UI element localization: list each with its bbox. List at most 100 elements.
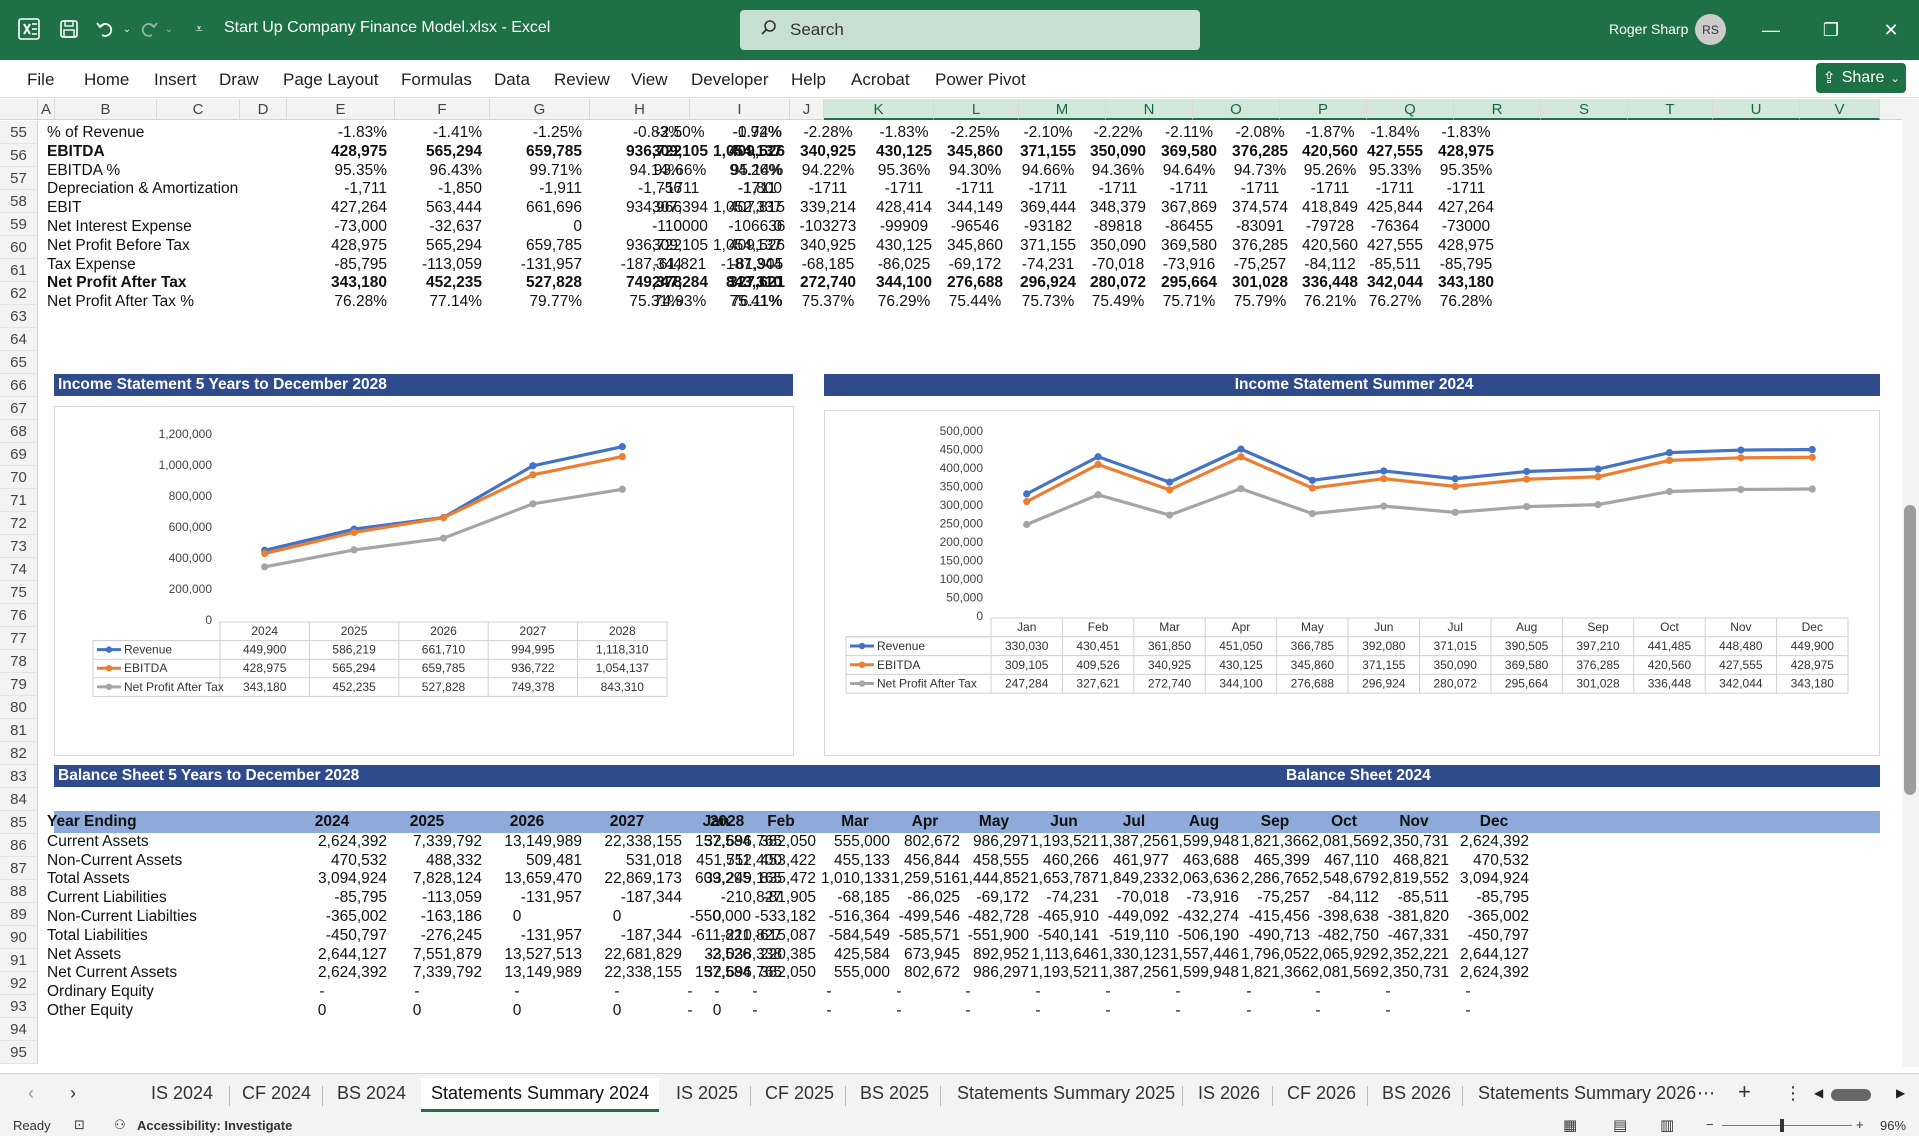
month-value-cell[interactable]: 95.35% [1439,161,1493,179]
year-value-cell[interactable]: 552,400 [725,851,782,869]
month-value-cell[interactable]: -89818 [1093,218,1143,235]
month-value-cell[interactable]: -69,172 [948,255,1002,273]
year-value-cell[interactable]: -131,957 [520,889,582,907]
year-value-cell[interactable]: 99.71% [529,161,582,179]
year-value-cell[interactable]: 22,869,173 [604,870,682,888]
year-value-cell[interactable]: -1,711 [344,180,387,198]
row-header[interactable]: 91 [0,949,38,972]
year-value-cell[interactable]: -73,000 [334,218,387,235]
month-value-cell[interactable]: 465,399 [1253,851,1310,869]
undo-icon[interactable] [92,16,118,42]
col-header-r[interactable]: R [1454,99,1541,120]
tab-statements-summary-2024[interactable]: Statements Summary 2024 [421,1078,660,1112]
month-value-cell[interactable]: - [965,1002,971,1019]
month-value-cell[interactable]: -75,257 [1233,255,1287,273]
month-value-cell[interactable]: 468,821 [1392,851,1449,869]
tab-cf-2025[interactable]: CF 2025 [765,1083,835,1103]
month-value-cell[interactable]: 276,688 [946,274,1004,292]
month-value-cell[interactable]: 428,975 [1437,236,1495,254]
month-value-cell[interactable]: -381,820 [1387,908,1449,925]
row-header[interactable]: 76 [0,604,38,627]
month-value-cell[interactable]: - [1465,1002,1471,1019]
year-value-cell[interactable]: 531,018 [625,851,682,869]
year-value-cell[interactable]: 13,149,989 [504,964,582,982]
row-header[interactable]: 77 [0,627,38,650]
month-value-cell[interactable]: 369,444 [1019,199,1077,217]
row-label[interactable]: % of Revenue [47,124,145,141]
month-value-cell[interactable]: 75.71% [1162,293,1216,311]
tab-statements-summary-2025[interactable]: Statements Summary 2025 [957,1083,1176,1103]
month-value-cell[interactable]: -2.08% [1235,124,1285,141]
col-header-p[interactable]: P [1280,99,1367,120]
row-header[interactable]: 94 [0,1018,38,1041]
row-header[interactable]: 89 [0,903,38,926]
year-value-cell[interactable]: 1,054,137 [713,236,782,254]
col-header-v[interactable]: V [1800,99,1880,120]
month-value-cell[interactable]: 1,796,052 [1241,945,1310,963]
month-value-cell[interactable]: 460,266 [1042,851,1099,869]
row-header[interactable]: 71 [0,489,38,512]
month-value-cell[interactable]: 555,000 [833,832,890,850]
month-value-cell[interactable]: 673,945 [903,945,960,963]
year-value-cell[interactable]: 33,038,338 [704,945,782,963]
year-value-cell[interactable]: -365,002 [325,908,387,925]
month-value-cell[interactable]: -76364 [1370,218,1420,235]
month-value-cell[interactable]: -533,182 [754,908,816,925]
year-value-cell[interactable]: -210,827 [720,889,782,907]
year-value-cell[interactable]: 32,696,765 [704,964,782,982]
minimize-icon[interactable]: — [1762,20,1780,40]
year-value-cell[interactable]: 79.77% [529,293,582,311]
row-header[interactable]: 59 [0,213,38,236]
balance-month-header[interactable]: Apr [911,813,939,830]
balance-month-header[interactable]: Jan [702,813,730,830]
year-value-cell[interactable]: 2,624,392 [318,964,387,982]
month-value-cell[interactable]: 2,548,679 [1310,870,1379,888]
year-value-cell[interactable]: 0 [712,908,722,925]
month-value-cell[interactable]: -73000 [1441,218,1491,235]
share-button[interactable]: ⇪ Share ⌄ [1816,63,1906,93]
scroll-left-icon[interactable]: ◀ [1814,1086,1824,1100]
row-header[interactable]: 74 [0,558,38,581]
balance-month-header[interactable]: Aug [1188,813,1220,830]
month-value-cell[interactable]: 374,574 [1231,199,1289,217]
menu-view[interactable]: View [631,70,668,89]
month-value-cell[interactable]: 75.79% [1233,293,1287,311]
chart-income-2024[interactable]: 0 50,000 100,000 150,000 200,000 250,000 300,0… [824,410,1880,756]
row-header[interactable]: 84 [0,788,38,811]
month-value-cell[interactable]: 247,284 [651,274,709,292]
month-value-cell[interactable]: 345,860 [946,142,1004,160]
month-value-cell[interactable]: -2,526 [707,945,751,963]
month-value-cell[interactable]: 892,952 [972,945,1029,963]
month-value-cell[interactable]: 1,387,256 [1100,832,1169,850]
month-value-cell[interactable]: 95.14% [730,161,784,179]
tab-is-2024[interactable]: IS 2024 [151,1083,214,1103]
month-value-cell[interactable]: 1,444,852 [960,870,1029,888]
balance-month-header[interactable]: May [978,813,1010,830]
month-value-cell[interactable]: -86,025 [907,889,960,907]
month-value-cell[interactable]: - [1035,983,1041,1001]
month-value-cell[interactable]: - [1035,1002,1041,1019]
month-value-cell[interactable]: -398,638 [1317,908,1379,925]
month-value-cell[interactable]: 1,330,123 [1100,945,1169,963]
menu-home[interactable]: Home [84,70,130,89]
row-header[interactable]: 87 [0,857,38,880]
month-value-cell[interactable]: 420,560 [1301,142,1359,160]
year-value-cell[interactable]: 509,481 [525,851,582,869]
month-value-cell[interactable]: 463,688 [1182,851,1239,869]
month-value-cell[interactable]: -1711 [808,180,848,198]
balance-year-header[interactable]: 2028 [709,813,745,830]
month-value-cell[interactable]: -450,797 [1467,926,1529,944]
accessibility-icon[interactable]: ⚇ [114,1117,126,1132]
row-header[interactable]: 95 [0,1041,38,1064]
col-header-c[interactable]: C [157,99,240,120]
row-header[interactable]: 90 [0,926,38,949]
month-value-cell[interactable]: 3,094,924 [1460,870,1529,888]
month-value-cell[interactable]: - [826,983,832,1001]
month-value-cell[interactable]: -2.10% [1023,124,1073,141]
month-value-cell[interactable]: -551,900 [967,926,1029,944]
year-value-cell[interactable]: 0 [673,218,682,235]
row-header[interactable]: 69 [0,443,38,466]
month-value-cell[interactable]: -74,231 [1046,889,1099,907]
month-value-cell[interactable]: - [752,983,758,1001]
month-value-cell[interactable]: 407,815 [728,199,786,217]
